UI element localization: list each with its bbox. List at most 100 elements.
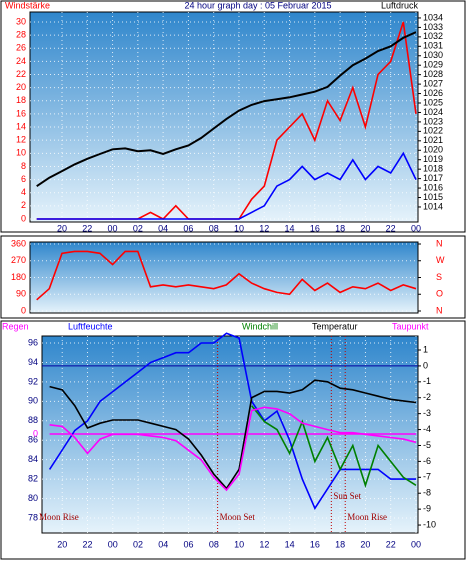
y2-tick-label: W (436, 255, 445, 265)
y2-tick-label: O (436, 289, 443, 299)
y2-tick-label: 1017 (423, 173, 443, 183)
x-tick-label: 22 (82, 539, 92, 549)
y-tick-label: 0 (21, 305, 26, 315)
legend-label: Windchill (242, 321, 278, 331)
x-tick-label: 12 (259, 539, 269, 549)
y2-tick-label: 1025 (423, 97, 443, 107)
y2-tick-label: 0 (423, 360, 428, 370)
y2-tick-label: 1026 (423, 88, 443, 98)
y2-tick-label: 1018 (423, 164, 443, 174)
y2-tick-label: -2 (423, 392, 431, 402)
chart-title: 24 hour graph day : 05 Februar 2015 (184, 0, 331, 10)
y2-tick-label: -7 (423, 472, 431, 482)
y-tick-label: 22 (16, 69, 26, 79)
x-tick-label: 06 (183, 223, 193, 233)
y2-tick-label: 1023 (423, 116, 443, 126)
x-tick-label: 18 (335, 223, 345, 233)
y-tick-label: 360 (11, 238, 26, 248)
x-tick-label: 06 (184, 539, 194, 549)
y-tick-label: 30 (16, 16, 26, 26)
x-tick-label: 00 (411, 539, 421, 549)
y-tick-label: 270 (11, 255, 26, 265)
x-tick-label: 02 (133, 539, 143, 549)
y2-tick-label: 1021 (423, 135, 443, 145)
series-line (36, 250, 417, 301)
y2-tick-label: 1019 (423, 154, 443, 164)
annotation: Sun Set (333, 491, 361, 501)
y-tick-label: 86 (28, 435, 38, 445)
y2-tick-label: S (436, 272, 442, 282)
y-tick-label: 2 (21, 200, 26, 210)
x-tick-label: 00 (108, 223, 118, 233)
x-tick-label: 22 (386, 223, 396, 233)
y2-tick-label: N (436, 305, 443, 315)
series-line (36, 31, 417, 188)
y2-tick-label: 1033 (423, 22, 443, 32)
x-tick-label: 16 (310, 539, 320, 549)
y2-tick-label: 1031 (423, 41, 443, 51)
y2-tick-label: -4 (423, 424, 431, 434)
y-tick-label: 16 (16, 108, 26, 118)
y2-tick-label: 1029 (423, 60, 443, 70)
y2-tick-label: N (436, 238, 443, 248)
y2-tick-label: 1022 (423, 126, 443, 136)
x-tick-label: 22 (386, 539, 396, 549)
x-tick-label: 02 (133, 223, 143, 233)
y2-tick-label: 1028 (423, 69, 443, 79)
x-tick-label: 12 (259, 223, 269, 233)
y-tick-label: 12 (16, 135, 26, 145)
y-tick-label: 14 (16, 121, 26, 131)
y-tick-label: 26 (16, 43, 26, 53)
series-line (48, 332, 416, 510)
x-tick-label: 14 (285, 223, 295, 233)
y-tick-label: 24 (16, 56, 26, 66)
x-tick-label: 18 (335, 539, 345, 549)
y2-tick-label: 1 (423, 344, 428, 354)
y-tick-label: 4 (21, 187, 26, 197)
y-tick-label: 88 (28, 415, 38, 425)
annotation: Moon Set (220, 512, 256, 522)
y-tick-label: 18 (16, 95, 26, 105)
series-line (251, 405, 417, 488)
y2-tick-label: 1014 (423, 201, 443, 211)
y-tick-label: 80 (28, 493, 38, 503)
y2-tick-label: 1016 (423, 182, 443, 192)
x-tick-label: 08 (209, 223, 219, 233)
annotation: Moon Rise (347, 512, 387, 522)
y2-tick-label: 1027 (423, 78, 443, 88)
legend-label: Taupunkt (392, 321, 429, 331)
y2-tick-label: 1024 (423, 107, 443, 117)
x-tick-label: 20 (57, 223, 67, 233)
y2-tick-label: 1020 (423, 145, 443, 155)
x-tick-label: 04 (158, 223, 168, 233)
y2-tick-label: -1 (423, 376, 431, 386)
annotation: Moon Rise (39, 512, 79, 522)
y-tick-label: 90 (16, 289, 26, 299)
y-tick-label: 8 (21, 161, 26, 171)
y-tick-label: 28 (16, 29, 26, 39)
y2-tick-label: -9 (423, 504, 431, 514)
y-tick-label: 20 (16, 82, 26, 92)
plot-area (29, 11, 419, 223)
y2-tick-label: -8 (423, 488, 431, 498)
y-tick-label: 96 (28, 337, 38, 347)
x-tick-label: 20 (57, 539, 67, 549)
y-tick-label: 0 (21, 213, 26, 223)
series-line (49, 406, 417, 492)
plot-area (29, 241, 419, 314)
y-tick-label: 6 (21, 174, 26, 184)
y-axis-label: Windstärke (5, 0, 50, 10)
x-tick-label: 14 (285, 539, 295, 549)
y2-tick-label: 1030 (423, 50, 443, 60)
legend-label: Luftfeuchte (68, 321, 113, 331)
x-tick-label: 00 (108, 539, 118, 549)
x-tick-label: 10 (234, 223, 244, 233)
y-tick-label: 10 (16, 148, 26, 158)
y2-tick-label: -6 (423, 456, 431, 466)
y2-tick-label: -3 (423, 408, 431, 418)
y-tick-label: 94 (28, 357, 38, 367)
y2-tick-label: -10 (423, 519, 436, 529)
series-line (49, 379, 417, 490)
y2-tick-label: 1034 (423, 12, 443, 22)
